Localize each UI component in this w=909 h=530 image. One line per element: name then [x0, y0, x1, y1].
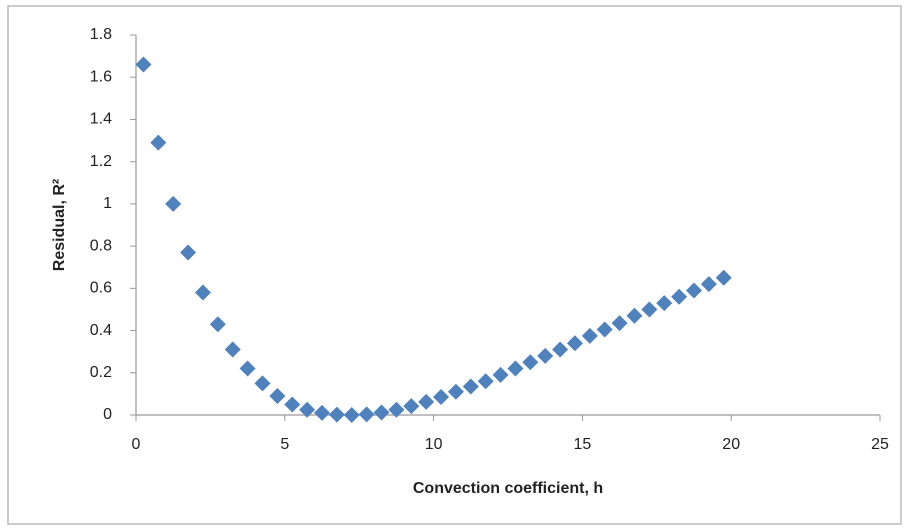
- x-tick-label: 5: [280, 436, 289, 453]
- point: [314, 404, 330, 421]
- point: [135, 56, 152, 73]
- point: [224, 341, 241, 358]
- point: [209, 316, 226, 333]
- point: [358, 406, 375, 423]
- point: [447, 383, 464, 400]
- x-tick-label: 0: [132, 436, 141, 453]
- point: [254, 375, 271, 392]
- point: [715, 269, 732, 286]
- y-tick-label: 0.2: [90, 364, 112, 381]
- point: [626, 307, 643, 324]
- point: [477, 373, 494, 390]
- y-tick-label: 0.4: [90, 322, 112, 339]
- y-tick-label: 0: [103, 406, 112, 423]
- point: [611, 315, 628, 332]
- point: [239, 360, 256, 377]
- point: [403, 398, 420, 415]
- y-tick-label: 1.4: [90, 111, 112, 128]
- y-tick-label: 0.6: [90, 280, 112, 297]
- point: [537, 347, 554, 364]
- point: [522, 354, 539, 371]
- y-tick-label: 0.8: [90, 237, 112, 254]
- y-axis-title: Residual, R²: [51, 179, 68, 271]
- x-axis-title: Convection coefficient, h: [413, 480, 603, 497]
- x-tick-label: 25: [871, 436, 889, 453]
- point: [418, 393, 435, 410]
- point: [180, 244, 197, 261]
- y-tick-label: 1.8: [90, 26, 112, 43]
- x-tick-label: 20: [722, 436, 740, 453]
- chart-border: [7, 5, 902, 525]
- point: [343, 407, 360, 423]
- point: [269, 388, 286, 404]
- point: [507, 360, 524, 377]
- point: [552, 341, 569, 358]
- point: [373, 404, 390, 421]
- point: [150, 134, 167, 151]
- point: [581, 327, 598, 344]
- x-tick-label: 15: [574, 436, 592, 453]
- point: [299, 401, 316, 418]
- y-tick-label: 1.6: [90, 68, 112, 85]
- point: [700, 276, 717, 293]
- point: [656, 295, 673, 312]
- x-tick-label: 10: [425, 436, 443, 453]
- point: [566, 335, 583, 352]
- point: [671, 288, 688, 305]
- y-tick-label: 1: [103, 195, 112, 212]
- point: [686, 282, 702, 299]
- point: [641, 301, 658, 318]
- y-tick-label: 1.2: [90, 153, 112, 170]
- point: [388, 401, 405, 418]
- point: [462, 378, 479, 395]
- point: [194, 284, 211, 301]
- point: [433, 389, 450, 406]
- point: [492, 366, 509, 383]
- point: [284, 396, 301, 413]
- point: [165, 195, 182, 212]
- point: [328, 406, 345, 423]
- point: [596, 321, 613, 338]
